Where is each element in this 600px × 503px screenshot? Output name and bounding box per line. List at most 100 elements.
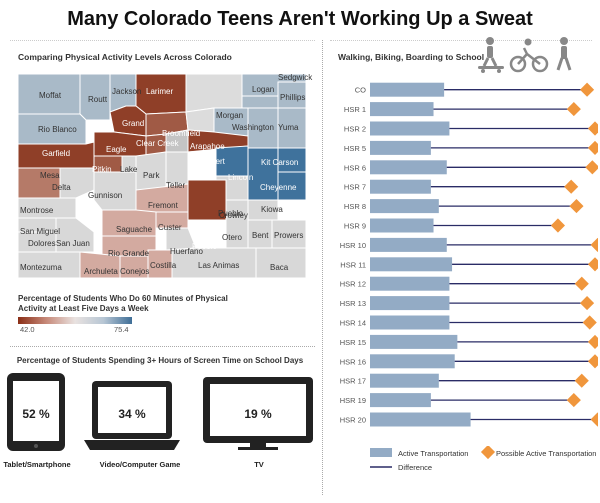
county-label: Larimer — [146, 87, 173, 96]
active-bar — [370, 334, 458, 349]
county-routt[interactable] — [79, 73, 111, 121]
possible-marker — [566, 102, 581, 117]
page-title: Many Colorado Teens Aren't Working Up a … — [67, 8, 533, 30]
county-label: Grand — [122, 119, 144, 128]
county-label: Jackson — [112, 87, 141, 96]
active-bar — [370, 276, 450, 291]
county-label: Baca — [270, 263, 289, 272]
active-bar — [370, 354, 455, 369]
active-bar — [370, 218, 434, 233]
county-teller[interactable] — [165, 151, 189, 185]
possible-marker — [550, 218, 566, 233]
laptop-icon — [84, 381, 180, 450]
walk-section-title: Walking, Biking, Boarding to School — [338, 52, 485, 62]
county-label: Kit Carson — [261, 158, 298, 167]
map-legend-gradient — [18, 317, 132, 324]
possible-marker — [585, 160, 598, 175]
possible-marker — [587, 140, 598, 155]
laptop-label: Video/Computer Game — [99, 460, 181, 469]
category-label: HSR 10 — [340, 241, 366, 250]
county-label: Montrose — [20, 206, 54, 215]
county-label: Routt — [88, 95, 108, 104]
map-legend-max: 75.4 — [114, 325, 129, 334]
county-label: Cheyenne — [260, 183, 297, 192]
possible-marker — [590, 412, 598, 427]
county-delta[interactable] — [59, 167, 95, 199]
county-cheyenne[interactable] — [277, 171, 307, 201]
county-label: Montezuma — [20, 263, 62, 272]
possible-marker — [582, 315, 597, 330]
tv-value: 19 % — [244, 407, 272, 421]
legend-possible-swatch — [480, 446, 496, 460]
legend-difference-label: Difference — [398, 463, 432, 472]
category-label: HSR 8 — [344, 202, 366, 211]
county-logan[interactable] — [241, 95, 279, 109]
category-label: HSR 14 — [340, 319, 366, 328]
category-label: HSR 19 — [340, 396, 366, 405]
county-label: Teller — [166, 181, 185, 190]
county-label: Sedgwick — [278, 73, 313, 82]
county-label: Phillips — [280, 93, 305, 102]
laptop-value: 34 % — [118, 407, 146, 421]
county-labels: Moffat Routt Jackson Larimer Logan Sedgw… — [20, 73, 313, 276]
active-bar — [370, 237, 447, 252]
tv-icon — [203, 377, 313, 450]
possible-marker — [564, 179, 579, 194]
active-bar — [370, 296, 450, 311]
active-bar — [370, 412, 471, 427]
county-label: Custer — [158, 223, 182, 232]
category-label: HSR 9 — [344, 222, 366, 231]
category-label: HSR 16 — [340, 357, 366, 366]
category-label: HSR 11 — [340, 260, 366, 269]
transport-icons — [478, 37, 572, 73]
map-section-title: Comparing Physical Activity Levels Acros… — [18, 52, 232, 62]
bike-icon — [509, 38, 549, 73]
active-bar — [370, 160, 447, 175]
possible-marker — [579, 82, 595, 97]
county-label: Lincoln — [228, 173, 253, 182]
divider-horizontal — [10, 346, 315, 347]
possible-marker — [590, 237, 598, 252]
possible-marker — [587, 354, 598, 369]
screen-section-title: Percentage of Students Spending 3+ Hours… — [16, 356, 304, 365]
county-label: Arapahoe — [190, 142, 225, 151]
active-bar — [370, 121, 450, 136]
category-label: HSR 2 — [344, 125, 366, 134]
county-rio-blanco[interactable] — [17, 113, 87, 145]
county-label: Delta — [52, 183, 71, 192]
county-label: Pueblo — [218, 209, 243, 218]
active-bar — [370, 315, 450, 330]
active-bar — [370, 102, 434, 117]
county-label: Huerfano — [170, 247, 203, 256]
county-label: Mesa — [40, 171, 60, 180]
county-label: Logan — [252, 85, 274, 94]
county-label: Prowers — [274, 231, 303, 240]
county-label: Lake — [120, 165, 138, 174]
county-label: San Juan — [56, 239, 90, 248]
walking-icon — [556, 37, 572, 71]
county-label: Broomfield — [162, 129, 200, 138]
county-baca[interactable] — [255, 247, 307, 279]
county-label: Las Animas — [198, 261, 239, 270]
active-bar — [370, 140, 431, 155]
county-label: Elbert — [204, 157, 226, 166]
tablet-icon — [7, 373, 65, 451]
possible-marker — [574, 373, 589, 388]
tablet-label: Tablet/Smartphone — [3, 460, 71, 469]
category-label: HSR 13 — [340, 299, 366, 308]
county-label: Dolores — [28, 239, 56, 248]
county-label: Crowley — [219, 211, 248, 220]
category-label: HSR 6 — [344, 163, 366, 172]
active-bar — [370, 82, 445, 97]
category-label: HSR 5 — [344, 144, 366, 153]
county-label: Fremont — [148, 201, 179, 210]
category-label: HSR 15 — [340, 338, 366, 347]
county-montrose[interactable] — [17, 197, 77, 219]
tv-label: TV — [254, 460, 264, 469]
possible-marker — [587, 334, 598, 349]
map-legend-title: Percentage of Students Who Do 60 Minutes… — [18, 294, 228, 313]
county-label: Park — [143, 171, 160, 180]
county-label: Otero — [222, 233, 243, 242]
county-weld[interactable] — [185, 73, 243, 113]
county-san-juan[interactable] — [55, 217, 95, 253]
